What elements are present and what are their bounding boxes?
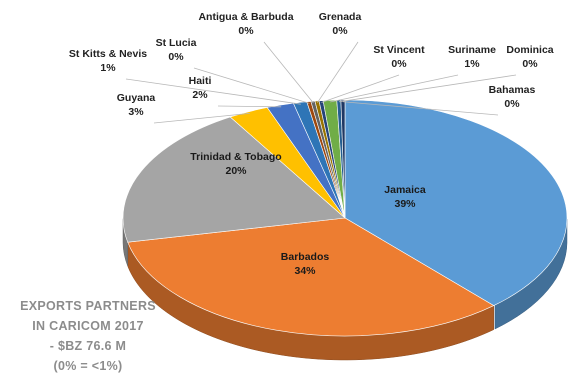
slice-value-antigua-and-barbuda: 0% (238, 25, 254, 37)
leader-line-suriname (330, 74, 459, 103)
slice-label-guyana: Guyana (117, 92, 156, 104)
chart-title-line-3: - $BZ 76.6 M (50, 339, 127, 353)
slice-label-haiti: Haiti (189, 75, 212, 87)
leader-line-dominica (338, 74, 517, 103)
slice-value-st-vincent: 0% (391, 58, 407, 70)
leader-line-guyana (153, 112, 250, 124)
slice-value-st-kitts-and-nevis: 1% (100, 62, 116, 74)
slice-label-suriname: Suriname (448, 44, 496, 56)
slice-label-dominica: Dominica (506, 44, 553, 56)
slice-label-st-kitts-and-nevis: St Kitts & Nevis (69, 48, 147, 60)
slice-value-trinidad-and-tobago: 20% (225, 165, 247, 177)
slice-barbados (127, 217, 495, 337)
slice-jamaica (344, 99, 568, 306)
leader-line-antigua-and-barbuda (263, 41, 314, 104)
slice-label-barbados: Barbados (281, 251, 330, 263)
slice-value-dominica: 0% (522, 58, 538, 70)
slice-label-st-lucia: St Lucia (156, 37, 197, 49)
slice-trinidad-and-tobago (122, 116, 346, 243)
leader-line-haiti (217, 105, 282, 108)
slice-value-grenada: 0% (332, 25, 348, 37)
leader-line-grenada (317, 41, 359, 103)
chart-title-line-1: EXPORTS PARTNERS (20, 299, 156, 313)
leader-line-st-kitts-and-nevis (125, 78, 301, 105)
chart-title-line-2: IN CARICOM 2017 (32, 319, 143, 333)
slice-label-grenada: Grenada (319, 11, 362, 23)
slice-label-st-vincent: St Vincent (373, 44, 425, 56)
slice-label-bahamas: Bahamas (489, 84, 536, 96)
slice-value-barbados: 34% (294, 265, 316, 277)
slice-value-bahamas: 0% (504, 98, 520, 110)
slice-value-suriname: 1% (464, 58, 480, 70)
leader-line-st-vincent (321, 74, 400, 103)
slice-label-trinidad-and-tobago: Trinidad & Tobago (190, 151, 281, 163)
slice-label-antigua-and-barbuda: Antigua & Barbuda (198, 11, 293, 23)
slice-value-guyana: 3% (128, 106, 144, 118)
chart-title-line-4: (0% = <1%) (53, 359, 122, 373)
leader-line-st-lucia (193, 67, 310, 104)
leader-line-bahamas (342, 101, 499, 116)
slice-label-jamaica: Jamaica (384, 184, 426, 196)
slice-value-jamaica: 39% (394, 198, 416, 210)
slice-value-st-lucia: 0% (168, 51, 184, 63)
slice-value-haiti: 2% (192, 89, 208, 101)
